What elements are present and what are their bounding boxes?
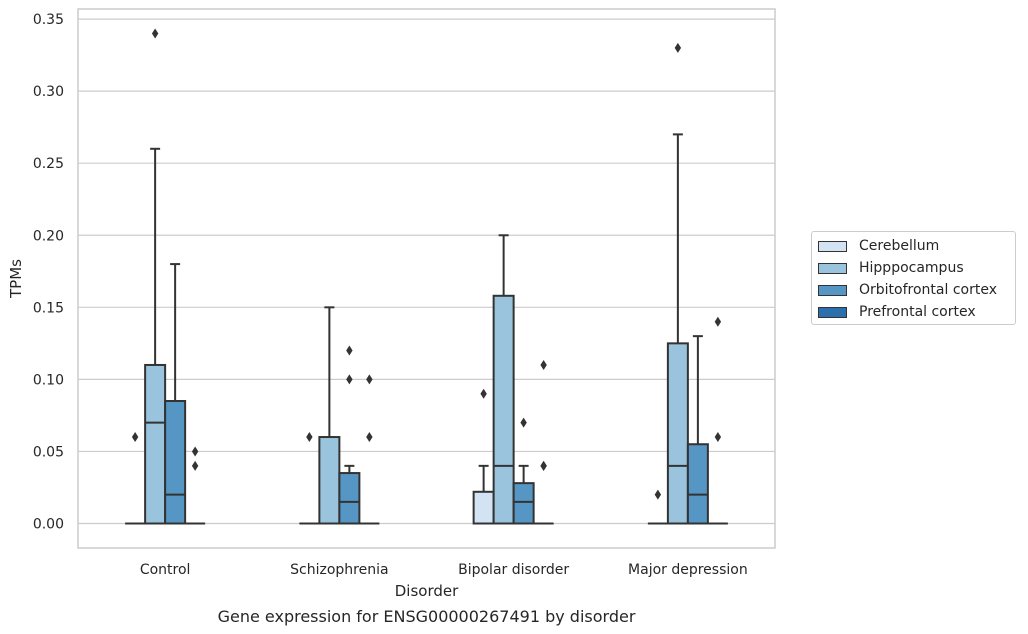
box-1 [144,363,167,525]
outlier-point [674,42,682,53]
legend-item-hippocampus: Hipppocampus [818,258,964,278]
box-2 [686,443,709,525]
outlier-point [714,316,722,327]
legend-label-orbitofrontal: Orbitofrontal cortex [859,282,997,298]
outlier-point [346,374,353,385]
legend-label-hippocampus: Hipppocampus [859,260,964,276]
outlier-point [346,345,353,356]
legend-item-orbitofrontal: Orbitofrontal cortex [818,280,997,300]
y-tick-label: 0.35 [33,12,64,28]
outlier-point [366,432,373,443]
legend-swatch-hippocampus [818,262,847,274]
outlier-point [306,432,313,443]
outlier-point [654,489,662,500]
outlier-point [191,460,199,471]
legend-label-cerebellum: Cerebellum [859,238,940,254]
y-tick-label: 0.30 [33,84,64,100]
y-tick-label: 0.05 [33,444,64,460]
y-tick-label: 0.10 [33,372,64,388]
legend-swatch-orbitofrontal [818,284,847,296]
outlier-point [714,432,722,443]
x-tick-label: Major depression [628,562,748,578]
outlier-point [131,432,139,443]
chart-caption: Gene expression for ENSG00000267491 by d… [218,607,636,626]
box-1 [318,436,341,525]
legend-label-prefrontal: Prefrontal cortex [859,304,976,320]
plot-frame [77,8,776,549]
outlier-point [540,359,547,370]
box-1 [666,342,689,525]
legend: Cerebellum Hipppocampus Orbitofrontal co… [811,231,1016,325]
outlier-point [366,374,373,385]
y-axis-label: TPMs [7,259,25,299]
outlier-point [191,446,199,457]
box-0 [472,490,495,525]
box-2 [164,400,187,525]
x-axis-label: Disorder [395,582,459,600]
outlier-point [520,417,527,428]
outlier-point [540,460,547,471]
legend-item-cerebellum: Cerebellum [818,236,939,256]
x-tick-label: Schizophrenia [290,562,388,578]
legend-item-prefrontal: Prefrontal cortex [818,302,976,322]
outlier-point [151,28,159,39]
box-2 [512,482,535,525]
legend-swatch-prefrontal [818,306,847,318]
outlier-point [480,388,487,399]
y-tick-label: 0.25 [33,156,64,172]
y-tick-label: 0.20 [33,228,64,244]
legend-swatch-cerebellum [818,240,847,252]
x-tick-label: Control [140,562,191,578]
y-tick-label: 0.00 [33,517,64,533]
x-tick-label: Bipolar disorder [458,562,569,578]
y-tick-label: 0.15 [33,300,64,316]
box-2 [338,472,361,525]
box-1 [492,294,515,525]
